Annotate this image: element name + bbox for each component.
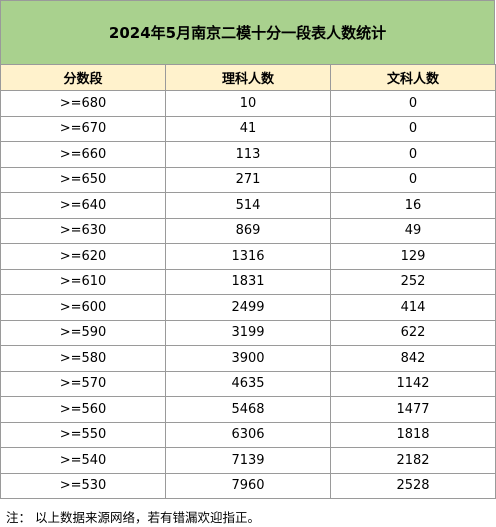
cell-arts[interactable]: 842 [330,345,496,372]
cell-arts[interactable]: 1818 [330,421,496,448]
header-row: 分数段 理科人数 文科人数 [0,64,496,91]
cell-science[interactable]: 869 [165,217,331,244]
cell-arts[interactable]: 2528 [330,472,496,499]
cell-science[interactable]: 6306 [165,421,331,448]
cell-band[interactable]: >=560 [0,396,166,423]
cell-science[interactable]: 4635 [165,370,331,397]
table-row: >=580 3900 842 [0,345,496,372]
cell-band[interactable]: >=610 [0,268,166,295]
cell-band[interactable]: >=630 [0,217,166,244]
cell-band[interactable]: >=620 [0,243,166,270]
cell-science[interactable]: 10 [165,90,331,117]
header-score-band[interactable]: 分数段 [0,64,166,91]
cell-arts[interactable]: 0 [330,141,496,168]
cell-band[interactable]: >=550 [0,421,166,448]
table-row: >=610 1831 252 [0,268,496,295]
cell-science[interactable]: 7139 [165,447,331,474]
table-row: >=600 2499 414 [0,294,496,321]
cell-science[interactable]: 5468 [165,396,331,423]
table-row: >=670 41 0 [0,115,496,142]
cell-arts[interactable]: 1477 [330,396,496,423]
cell-arts[interactable]: 129 [330,243,496,270]
cell-band[interactable]: >=660 [0,141,166,168]
cell-band[interactable]: >=580 [0,345,166,372]
cell-arts[interactable]: 49 [330,217,496,244]
cell-band[interactable]: >=570 [0,370,166,397]
cell-arts[interactable]: 0 [330,166,496,193]
header-science-count[interactable]: 理科人数 [165,64,331,91]
cell-band[interactable]: >=540 [0,447,166,474]
footnote: 注： 以上数据来源网络，若有错漏欢迎指正。 [6,510,260,525]
cell-arts[interactable]: 252 [330,268,496,295]
cell-science[interactable]: 514 [165,192,331,219]
table-row: >=550 6306 1818 [0,421,496,448]
cell-band[interactable]: >=590 [0,319,166,346]
table-title[interactable]: 2024年5月南京二模十分一段表人数统计 [0,0,495,65]
cell-science[interactable]: 1316 [165,243,331,270]
table-row: >=530 7960 2528 [0,472,496,499]
cell-band[interactable]: >=640 [0,192,166,219]
table-row: >=570 4635 1142 [0,370,496,397]
table-row: >=590 3199 622 [0,319,496,346]
score-table: 分数段 理科人数 文科人数 >=680 10 0 >=670 41 0 >=660 113… [0,64,496,499]
cell-arts[interactable]: 1142 [330,370,496,397]
table-row: >=630 869 49 [0,217,496,244]
cell-arts[interactable]: 0 [330,90,496,117]
cell-arts[interactable]: 622 [330,319,496,346]
cell-science[interactable]: 41 [165,115,331,142]
header-arts-count[interactable]: 文科人数 [330,64,496,91]
cell-science[interactable]: 3900 [165,345,331,372]
table-row: >=560 5468 1477 [0,396,496,423]
table-row: >=680 10 0 [0,90,496,117]
cell-science[interactable]: 3199 [165,319,331,346]
table-row: >=660 113 0 [0,141,496,168]
cell-arts[interactable]: 414 [330,294,496,321]
cell-arts[interactable]: 2182 [330,447,496,474]
cell-science[interactable]: 271 [165,166,331,193]
cell-band[interactable]: >=670 [0,115,166,142]
cell-arts[interactable]: 0 [330,115,496,142]
cell-science[interactable]: 1831 [165,268,331,295]
cell-science[interactable]: 2499 [165,294,331,321]
cell-science[interactable]: 113 [165,141,331,168]
table-row: >=620 1316 129 [0,243,496,270]
cell-band[interactable]: >=600 [0,294,166,321]
table-row: >=540 7139 2182 [0,447,496,474]
cell-band[interactable]: >=680 [0,90,166,117]
cell-arts[interactable]: 16 [330,192,496,219]
table-row: >=640 514 16 [0,192,496,219]
cell-band[interactable]: >=650 [0,166,166,193]
cell-science[interactable]: 7960 [165,472,331,499]
table-row: >=650 271 0 [0,166,496,193]
cell-band[interactable]: >=530 [0,472,166,499]
